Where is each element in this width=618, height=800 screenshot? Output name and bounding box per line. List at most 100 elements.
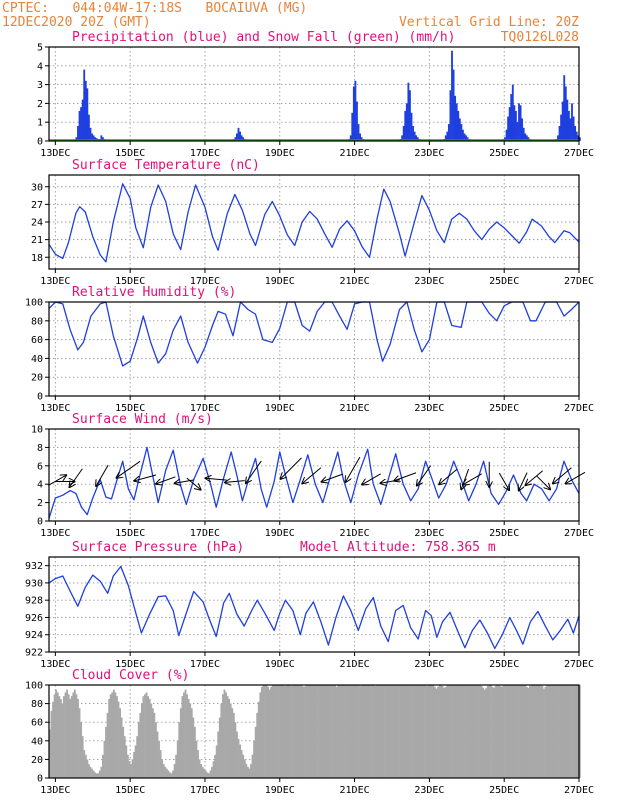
precipitation-title: Precipitation (blue) and Snow Fall (gree… — [72, 30, 456, 45]
cloud-cover-bar — [365, 685, 368, 778]
cloud-cover-bar — [315, 685, 318, 778]
cloud-cover-bar — [351, 685, 354, 778]
cloud-cover-ytick-label: 80 — [31, 699, 43, 710]
cloud-cover-bar — [220, 703, 223, 778]
cloud-cover-bar — [140, 703, 143, 778]
cloud-cover-bar — [158, 740, 160, 778]
cloud-cover-bar — [284, 685, 287, 778]
cloud-cover-bar — [179, 708, 182, 778]
pressure-xtick-label: 13DEC — [40, 659, 70, 670]
cloud-cover-bar — [116, 696, 118, 778]
cloud-cover-bar — [388, 685, 391, 778]
cloud-cover-bar — [394, 685, 397, 778]
precipitation-bar — [444, 135, 447, 141]
precipitation-frame — [48, 46, 580, 142]
temperature-xtick-label: 25DEC — [489, 276, 519, 287]
cloud-cover-bar — [281, 685, 284, 778]
cloud-cover-bar — [306, 685, 309, 778]
precipitation-bar — [101, 137, 104, 141]
cloud-cover-bar — [371, 685, 374, 778]
precipitation-xtick-label: 23DEC — [414, 148, 444, 159]
cloud-cover-bar — [139, 712, 142, 778]
cloud-cover-bar — [323, 685, 326, 778]
humidity-ytick-label: 0 — [37, 392, 43, 403]
pressure-frame — [48, 556, 580, 653]
precipitation-bar — [80, 107, 83, 141]
cloud-cover-bar — [268, 689, 271, 778]
cloud-cover-bar — [426, 685, 429, 778]
wind-xtick-label: 13DEC — [40, 528, 70, 539]
cloud-cover-bar — [229, 703, 232, 778]
cloud-cover-bar — [326, 685, 329, 778]
cloud-cover-bar — [458, 685, 461, 778]
cloud-cover-bar — [362, 685, 365, 778]
precipitation-bar — [446, 131, 449, 141]
cloud-cover-bar — [130, 764, 132, 778]
cloud-cover-bar — [508, 685, 511, 778]
cloud-cover-bar — [169, 772, 171, 778]
precipitation-bar — [354, 80, 357, 141]
precipitation-bar — [237, 127, 240, 141]
cloud-cover-bar — [345, 685, 347, 778]
cloud-cover-bar — [267, 686, 270, 778]
precipitation-xtick-label: 15DEC — [115, 148, 145, 159]
temperature-xtick-label: 19DEC — [265, 276, 295, 287]
precipitation-xtick-label: 17DEC — [190, 148, 220, 159]
cloud-cover-bar — [566, 685, 569, 778]
cloud-cover-bar — [190, 708, 193, 778]
precipitation-bar — [567, 110, 570, 141]
cloud-cover-bar — [154, 722, 157, 778]
cloud-cover-bar — [446, 685, 449, 778]
wind-vector — [553, 467, 572, 484]
precipitation-bar — [452, 69, 455, 141]
cloud-cover-bar — [80, 722, 83, 778]
cloud-cover-bar — [348, 685, 351, 778]
cloud-cover-bar — [418, 685, 421, 778]
cloud-cover-bar — [260, 686, 263, 778]
cloud-cover-bar — [550, 685, 553, 778]
cloud-cover-bar — [282, 685, 285, 778]
cloud-cover-bar — [189, 703, 192, 778]
precipitation-bar — [505, 129, 508, 141]
precipitation-xtick-label: 21DEC — [340, 148, 370, 159]
cloud-cover-bar — [380, 685, 383, 778]
cloud-cover-bar — [454, 685, 457, 778]
cloud-cover-bar — [404, 685, 407, 778]
cloud-cover-bar — [419, 685, 422, 778]
grid-note: Vertical Grid Line: 20Z — [399, 15, 579, 30]
cloud-cover-bar — [108, 698, 111, 778]
cloud-cover-bar — [61, 703, 64, 778]
cloud-cover-bar — [240, 750, 243, 778]
cloud-cover-bar — [209, 770, 212, 778]
pressure-xtick-label: 19DEC — [265, 659, 295, 670]
cloud-cover-bar — [165, 768, 168, 778]
cloud-cover-frame — [48, 684, 580, 779]
precipitation-bar — [412, 125, 414, 141]
cloud-cover-bar — [391, 685, 394, 778]
precipitation-xtick-label: 19DEC — [265, 148, 295, 159]
cloud-cover-bar — [474, 685, 477, 778]
cloud-cover-bar — [70, 696, 73, 778]
cloud-cover-bar — [147, 696, 150, 778]
wind-vector — [526, 470, 544, 485]
cloud-cover-bar — [148, 698, 151, 778]
cloud-cover-bar — [55, 689, 58, 778]
cloud-cover-bar — [318, 685, 321, 778]
cloud-cover-bar — [201, 766, 204, 778]
precipitation-ytick-label: 2 — [37, 99, 43, 110]
precipitation-bar — [514, 110, 517, 141]
humidity-xtick-label: 15DEC — [115, 403, 145, 414]
cloud-cover-bar — [416, 685, 419, 778]
cloud-cover-bar — [527, 687, 530, 778]
wind-xtick-label: 19DEC — [265, 528, 295, 539]
cloud-cover-bar — [557, 685, 559, 778]
temperature-panel: Surface Temperature (nC) 18 21 24 27 30 13DEC 1… — [31, 158, 594, 287]
cloud-cover-bar — [250, 764, 252, 778]
cloud-cover-bar — [142, 696, 145, 778]
cloud-cover-bar — [486, 685, 489, 778]
precipitation-bar — [558, 125, 561, 141]
run-date: 12DEC2020 20Z (GMT) — [2, 15, 151, 30]
cloud-cover-bar — [175, 754, 178, 778]
cloud-cover-bar — [390, 685, 393, 778]
